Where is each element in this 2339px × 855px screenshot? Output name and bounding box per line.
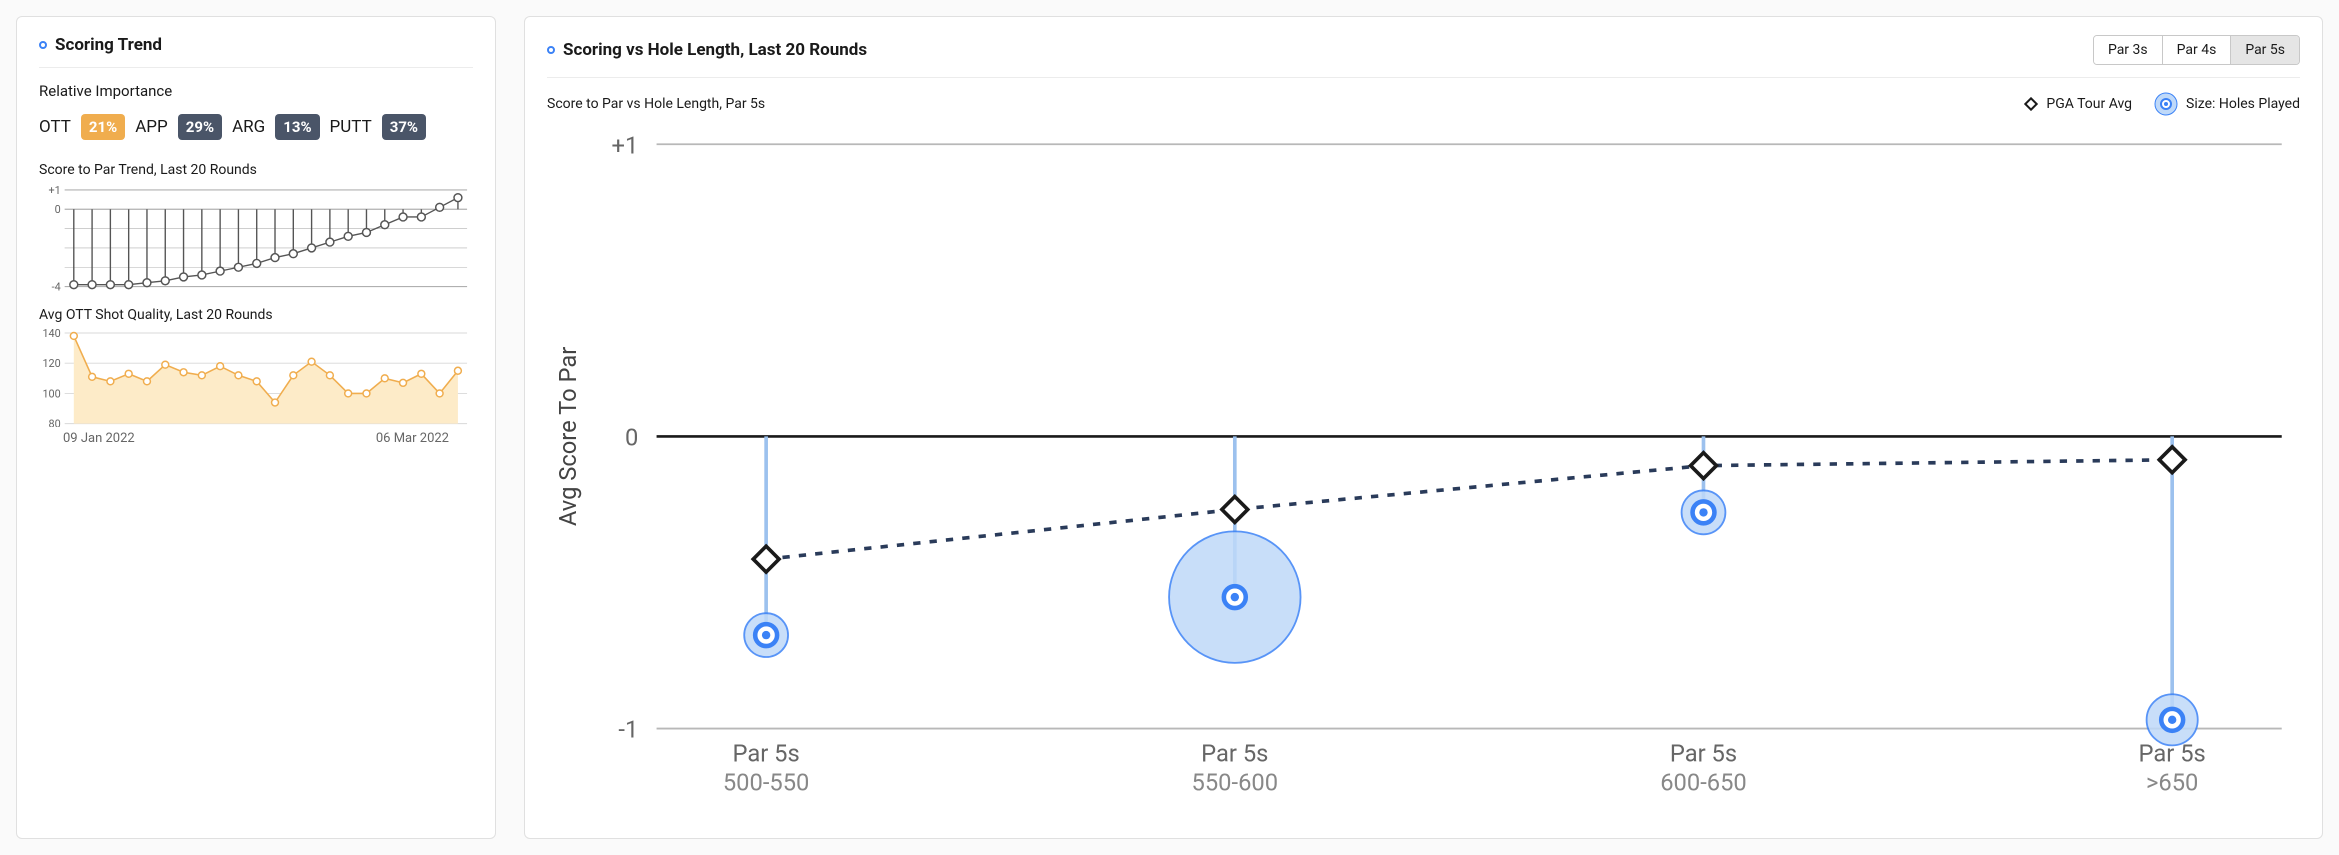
legend-size-label: Size: Holes Played — [2186, 96, 2300, 112]
scoring-trend-card: Scoring Trend Relative Importance OTT 21%… — [16, 16, 496, 839]
date-range-row: 09 Jan 2022 06 Mar 2022 — [39, 427, 473, 446]
svg-text:0: 0 — [625, 424, 638, 452]
svg-text:-4: -4 — [52, 281, 61, 293]
svg-text:80: 80 — [49, 417, 61, 427]
importance-badge-row: OTT 21% APP 29% ARG 13% PUTT 37% — [39, 114, 473, 140]
date-start: 09 Jan 2022 — [63, 431, 135, 446]
bullet-icon — [39, 41, 47, 49]
svg-text:-1: -1 — [618, 716, 638, 744]
svg-text:550-600: 550-600 — [1192, 769, 1279, 797]
scoring-vs-length-card: Scoring vs Hole Length, Last 20 Rounds P… — [524, 16, 2323, 839]
bubble-icon — [2154, 92, 2178, 116]
importance-badge: 13% — [275, 114, 319, 140]
importance-badge: 29% — [178, 114, 222, 140]
par-tab[interactable]: Par 3s — [2094, 36, 2162, 64]
scoring-vs-length-title: Scoring vs Hole Length, Last 20 Rounds — [563, 40, 867, 60]
svg-text:600-650: 600-650 — [1660, 769, 1747, 797]
svg-text:120: 120 — [42, 357, 60, 370]
scoring-trend-header: Scoring Trend — [39, 35, 473, 68]
svg-text:140: 140 — [42, 329, 60, 340]
scoring-trend-title: Scoring Trend — [55, 35, 162, 55]
relative-importance-label: Relative Importance — [39, 82, 473, 100]
svg-text:Par 5s: Par 5s — [1201, 739, 1268, 767]
svg-text:Par 5s: Par 5s — [2139, 739, 2206, 767]
legend-pga: PGA Tour Avg — [2024, 96, 2132, 112]
svg-text:0: 0 — [55, 203, 61, 216]
ott-trend-chart-title: Avg OTT Shot Quality, Last 20 Rounds — [39, 307, 473, 323]
legend-pga-label: PGA Tour Avg — [2046, 96, 2132, 112]
importance-category-label: OTT — [39, 117, 71, 137]
importance-category-label: PUTT — [330, 117, 372, 137]
svg-text:Avg Score To Par: Avg Score To Par — [554, 347, 582, 526]
legend-row: Score to Par vs Hole Length, Par 5s PGA … — [547, 92, 2300, 116]
svg-text:+1: +1 — [48, 184, 60, 197]
svg-text:>650: >650 — [2146, 769, 2198, 797]
score-vs-length-chart: +10-1Avg Score To ParPar 5s500-550Par 5s… — [547, 126, 2300, 820]
importance-badge: 21% — [81, 114, 125, 140]
par-tab-group: Par 3sPar 4sPar 5s — [2093, 35, 2300, 65]
score-trend-chart-title: Score to Par Trend, Last 20 Rounds — [39, 162, 473, 178]
par-tab[interactable]: Par 5s — [2230, 36, 2299, 64]
svg-text:+1: +1 — [612, 131, 639, 159]
importance-category-label: APP — [135, 117, 168, 137]
svg-text:100: 100 — [42, 387, 60, 400]
par-tab[interactable]: Par 4s — [2162, 36, 2231, 64]
ott-trend-chart: 80 100 120 140 — [39, 329, 473, 428]
scoring-vs-length-header: Scoring vs Hole Length, Last 20 Rounds P… — [547, 35, 2300, 78]
diamond-icon — [2024, 97, 2038, 111]
bullet-icon — [547, 46, 555, 54]
legend-size: Size: Holes Played — [2154, 92, 2300, 116]
importance-badge: 37% — [382, 114, 426, 140]
score-trend-chart: +1 0 -4 — [39, 184, 473, 293]
svg-text:Par 5s: Par 5s — [1670, 739, 1737, 767]
svg-text:Par 5s: Par 5s — [733, 739, 800, 767]
importance-category-label: ARG — [232, 117, 265, 137]
date-end: 06 Mar 2022 — [376, 431, 449, 446]
chart-subtitle: Score to Par vs Hole Length, Par 5s — [547, 96, 765, 112]
svg-text:500-550: 500-550 — [723, 769, 810, 797]
